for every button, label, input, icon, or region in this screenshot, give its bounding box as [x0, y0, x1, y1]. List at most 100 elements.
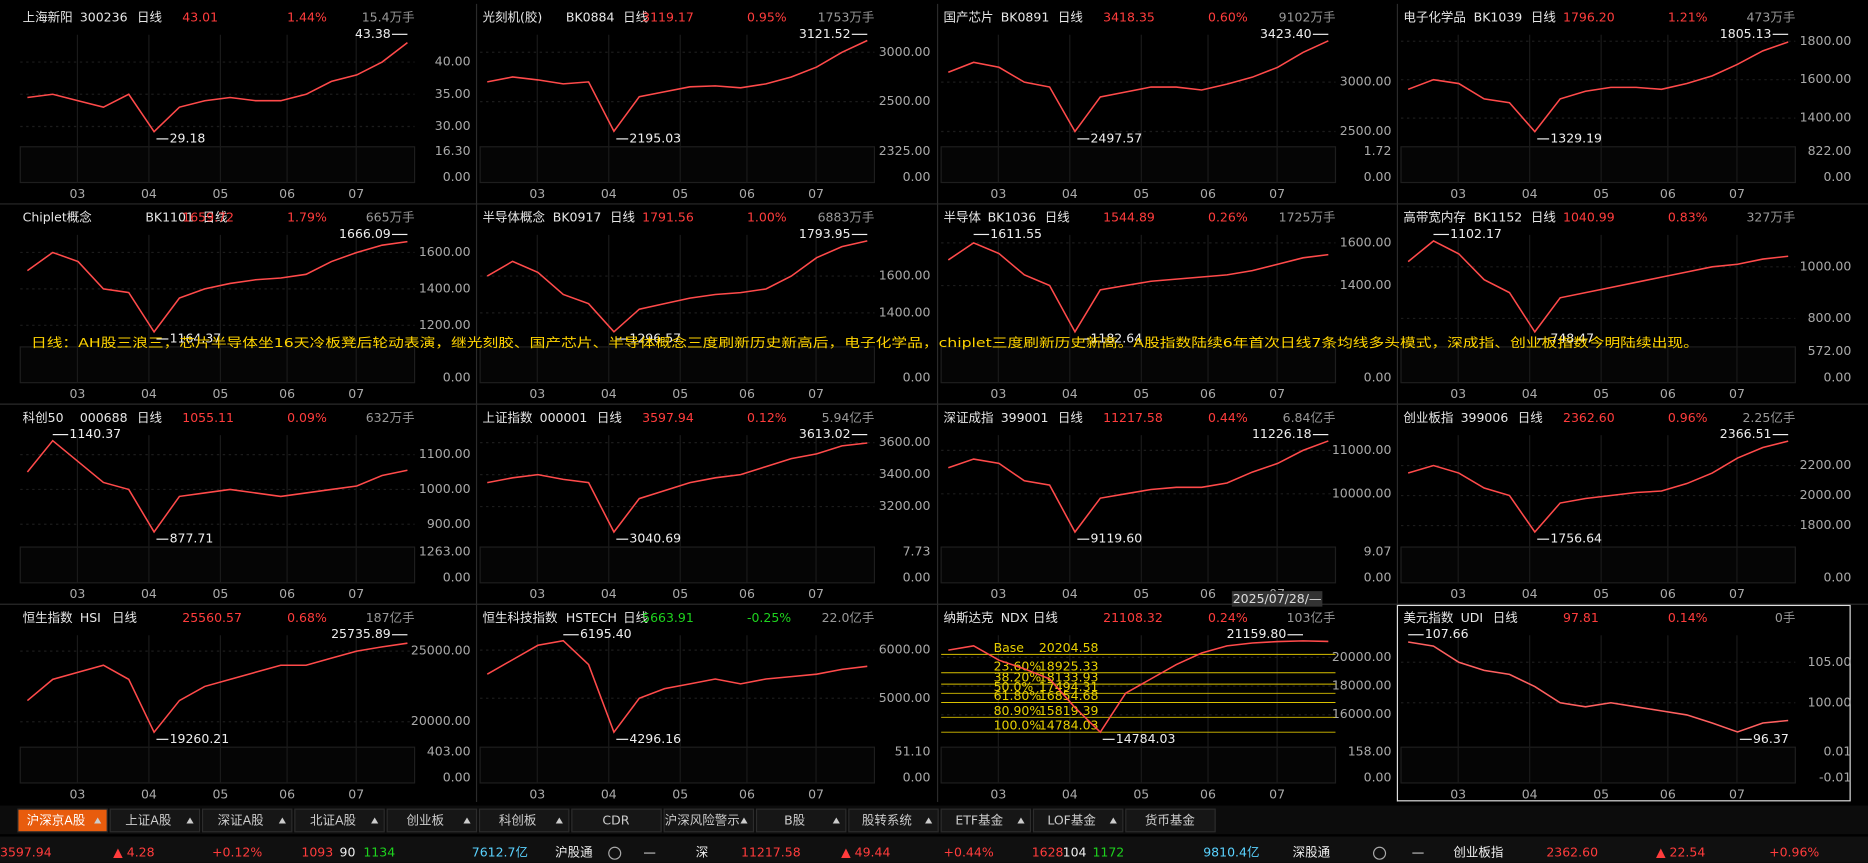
price-line: [486, 240, 868, 333]
date-label-box: [1231, 591, 1323, 607]
market-tab[interactable]: [478, 808, 570, 833]
tab-menu-icon[interactable]: [1017, 817, 1025, 824]
market-tab[interactable]: [1032, 808, 1124, 833]
panel-code: BK1039: [1474, 10, 1523, 25]
panel-name: Chiplet概念: [23, 210, 93, 225]
panel-code: HSI: [80, 610, 101, 625]
high-label: 3121.52: [799, 26, 851, 41]
panel-code: BK0891: [1001, 10, 1050, 25]
market-tab-label[interactable]: ETF基金: [955, 813, 1003, 828]
market-tab[interactable]: [571, 808, 662, 833]
high-label: 3613.02: [799, 426, 851, 441]
panel-code: BK1152: [1474, 210, 1523, 225]
y-tick-label: 1100.00: [419, 446, 471, 461]
tab-menu-icon[interactable]: [925, 817, 933, 824]
x-tick-label: 05: [672, 786, 688, 801]
market-tab-label[interactable]: 沪深京A股: [27, 813, 86, 828]
panel-code: BK0884: [566, 10, 615, 25]
tab-menu-icon[interactable]: [371, 817, 379, 824]
x-tick-label: 04: [141, 786, 157, 801]
tab-menu-icon[interactable]: [1109, 817, 1117, 824]
panel-code: BK1101: [145, 210, 194, 225]
x-tick-label: 04: [601, 386, 617, 401]
market-tab[interactable]: [294, 808, 385, 833]
status-item: +0.96%: [1769, 845, 1819, 860]
panel-price: 1659.72: [182, 210, 234, 225]
market-tab[interactable]: [1125, 808, 1216, 833]
market-tab-label[interactable]: 北证A股: [310, 813, 357, 828]
volume-tick-label: 16.30: [435, 143, 471, 158]
panel-name: 创业板指: [1403, 410, 1453, 425]
volume-unit: 6.84亿手: [1283, 410, 1336, 425]
x-tick-label: 05: [1133, 586, 1149, 601]
tab-menu-icon[interactable]: [186, 817, 194, 824]
panel-change: 0.44%: [1208, 410, 1248, 425]
y-tick-label: 1600.00: [419, 244, 471, 259]
price-line: [1407, 240, 1789, 334]
volume-tick-label: 403.00: [427, 743, 471, 758]
y-tick-label: 2500.00: [879, 93, 931, 108]
fib-value: 14784.03: [1039, 718, 1099, 733]
panel-price: 5663.91: [642, 610, 694, 625]
market-tab-label[interactable]: CDR: [602, 813, 629, 828]
market-tab[interactable]: [755, 808, 847, 833]
x-tick-label: 07: [1729, 586, 1745, 601]
low-label: 877.71: [170, 531, 214, 546]
volume-area: [479, 546, 876, 584]
market-tab[interactable]: [109, 808, 201, 833]
volume-area: [19, 346, 416, 384]
fib-label: 80.90%: [994, 703, 1042, 718]
x-tick-label: 07: [1729, 386, 1745, 401]
tab-menu-icon[interactable]: [278, 817, 286, 824]
volume-tick-label: 158.00: [1348, 743, 1392, 758]
panel-name: 国产芯片: [944, 10, 994, 25]
market-tab-label[interactable]: 沪深风险警示: [665, 813, 740, 828]
panel-code: BK1036: [988, 210, 1037, 225]
market-tab-label[interactable]: 股转系统: [862, 813, 912, 828]
tab-menu-icon[interactable]: [555, 817, 563, 824]
volume-tick-label: 0.00: [1364, 570, 1392, 585]
volume-unit: 103亿手: [1287, 610, 1336, 625]
market-tab-label[interactable]: 货币基金: [1145, 813, 1196, 828]
x-tick-label: 06: [1200, 386, 1216, 401]
market-tab-label[interactable]: LOF基金: [1047, 813, 1096, 828]
x-tick-label: 04: [1522, 586, 1538, 601]
market-tab[interactable]: [386, 808, 478, 833]
market-tab[interactable]: [848, 808, 939, 833]
market-tab-label[interactable]: 创业板: [407, 813, 445, 828]
volume-tick-label: -0.01: [1819, 770, 1851, 785]
tab-menu-icon[interactable]: [832, 817, 840, 824]
panel-name: 恒生指数: [23, 610, 74, 625]
panel-change: 1.44%: [287, 10, 327, 25]
x-tick-label: 06: [279, 386, 295, 401]
help-icon[interactable]: [1373, 846, 1387, 860]
market-tab[interactable]: [201, 808, 293, 833]
panel-period: 日线: [1045, 210, 1071, 225]
tab-menu-icon[interactable]: [740, 817, 748, 824]
x-tick-label: 04: [1062, 586, 1078, 601]
market-tab-label[interactable]: 科创板: [499, 813, 537, 828]
price-line: [947, 242, 1329, 334]
low-label: 96.37: [1753, 731, 1789, 746]
market-tab[interactable]: [17, 808, 108, 833]
market-tab[interactable]: [663, 808, 755, 833]
market-tab-label[interactable]: 深证A股: [218, 813, 265, 828]
low-label: 748.47: [1550, 330, 1594, 345]
low-label: 14784.03: [1116, 731, 1176, 746]
panel-price: 3418.35: [1103, 10, 1155, 25]
panel-name: 光刻机(胶): [482, 10, 542, 25]
fib-label: 50.0%: [994, 679, 1034, 694]
status-item: +0.12%: [212, 845, 262, 860]
x-tick-label: 04: [601, 786, 617, 801]
tab-menu-icon[interactable]: [463, 817, 471, 824]
status-item: +0.44%: [944, 845, 994, 860]
market-tab-label[interactable]: 上证A股: [125, 813, 172, 828]
x-tick-label: 06: [739, 786, 755, 801]
tab-menu-icon[interactable]: [94, 817, 102, 824]
market-tab[interactable]: [940, 808, 1032, 833]
x-tick-label: 03: [529, 786, 545, 801]
market-tab-label[interactable]: B股: [784, 813, 806, 828]
x-tick-label: 05: [1133, 186, 1149, 201]
help-icon[interactable]: [608, 846, 622, 860]
status-item: 7612.7亿: [472, 845, 528, 860]
